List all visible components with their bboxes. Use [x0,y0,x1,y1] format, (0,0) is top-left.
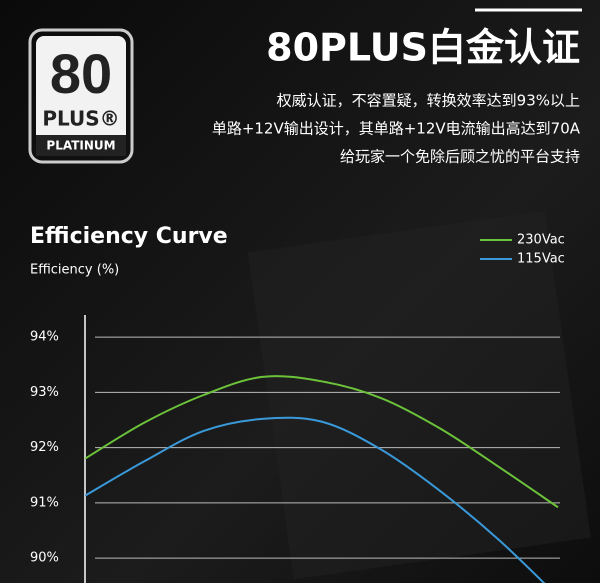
badge-band [36,135,126,156]
text-line: 权威认证，不容置疑，转换效率达到93%以上 [277,92,580,110]
title: 80PLUS白金认证 [266,26,580,70]
product-image [247,210,591,580]
y-tick-label: 90% [30,551,59,566]
text-line: 给玩家一个免除后顾之忧的平台支持 [340,148,580,166]
y-tick-label: 94% [30,330,59,345]
y-axis-label: Efficiency (%) [30,263,119,278]
y-tick-label: 92% [30,440,59,455]
badge-plus: PLUS® [42,107,119,131]
legend-label: 115Vac [517,252,565,267]
chart-title: Efficiency Curve [30,224,228,249]
series-line [85,416,546,583]
badge-level: PLATINUM [46,139,115,153]
legend-label: 230Vac [517,233,565,248]
badge: 80 PLUS® PLATINUM [28,28,134,164]
text-line: 单路+12V输出设计，其单路+12V电流输出高达到70A [212,120,581,138]
badge-inner [36,36,126,156]
y-tick-label: 91% [30,495,59,510]
series-line [85,375,559,509]
badge-number: 80 [50,42,112,105]
badge-frame [28,28,134,164]
y-tick-label: 93% [30,385,59,400]
